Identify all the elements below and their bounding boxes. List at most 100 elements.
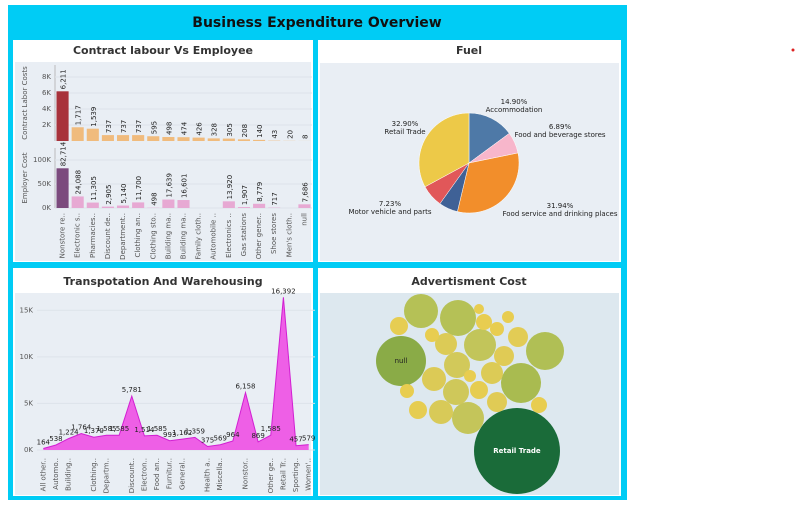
y-tick-label: 50K: [38, 180, 52, 188]
value-label: 11,700: [135, 176, 143, 201]
value-label: 538: [49, 435, 62, 443]
value-label: 579: [302, 435, 315, 443]
value-label: 11,305: [90, 176, 98, 201]
value-label: 569: [214, 435, 227, 443]
bar: [253, 139, 266, 141]
bubble: [474, 408, 560, 494]
bubble: [476, 314, 492, 330]
chart-title: Transpotation And Warehousing: [63, 275, 262, 288]
value-label: 1,585: [96, 425, 116, 433]
x-tick-label: Nonstor..: [242, 458, 250, 489]
x-tick-label: Other gener..: [255, 213, 263, 259]
bubble: [422, 367, 446, 391]
pie-slice: [457, 152, 520, 214]
x-tick-label: Departm..: [103, 458, 111, 493]
bar: [132, 135, 145, 141]
bubble: [444, 352, 470, 378]
value-label: 20: [286, 130, 294, 139]
x-tick-label: Men's cloth..: [285, 213, 293, 257]
bubble: [501, 363, 541, 403]
slice-name: Motor vehicle and parts: [348, 208, 431, 216]
plot-area: [15, 293, 311, 495]
bubble: [487, 392, 507, 412]
bar: [222, 138, 235, 141]
value-label: 7,686: [301, 182, 309, 203]
line: [43, 297, 309, 449]
y-tick-label: 0K: [42, 204, 51, 212]
x-tick-label: Electron..: [140, 458, 148, 491]
x-tick-label: Women'..: [305, 458, 313, 491]
bar: [237, 139, 251, 141]
bar: [132, 202, 145, 208]
series-name: Employer Cost: [21, 152, 29, 203]
bar: [253, 203, 266, 208]
value-label: 164: [37, 438, 51, 446]
bubble: [425, 328, 439, 342]
bubble: [474, 304, 484, 314]
value-label: 8: [301, 134, 309, 138]
x-tick-label: Health a..: [204, 458, 212, 492]
value-label: 498: [165, 122, 173, 135]
y-tick-label: 0K: [24, 446, 33, 454]
bubble: [508, 327, 528, 347]
value-label: 1,585: [261, 425, 281, 433]
y-tick-label: 15K: [20, 306, 34, 314]
value-label: 2,905: [105, 185, 113, 205]
bar: [56, 91, 69, 141]
x-tick-label: Electronic s..: [74, 213, 82, 258]
value-label: 6,211: [60, 69, 68, 89]
x-tick-label: Pharmacies..: [89, 213, 97, 258]
x-tick-label: Automo..: [52, 458, 60, 490]
value-label: 16,601: [181, 174, 189, 199]
y-tick-label: 10K: [20, 353, 34, 361]
value-label: 993: [163, 431, 176, 439]
bubble: [429, 400, 453, 424]
bar: [237, 207, 251, 208]
x-tick-label: Nonstore re..: [59, 213, 67, 258]
bar: [222, 201, 235, 208]
value-label: 474: [181, 121, 189, 135]
x-tick-label: Clothing an..: [134, 213, 142, 258]
bar: [177, 137, 190, 141]
x-tick-label: Building..: [65, 458, 73, 491]
bubble-label: null: [395, 357, 408, 365]
slice-value: 32.90%: [392, 120, 419, 128]
bar: [116, 135, 130, 141]
value-label: 1,539: [90, 107, 98, 127]
x-tick-label: null: [300, 213, 308, 226]
x-tick-label: All other..: [39, 458, 47, 491]
x-tick-label: Family cloth..: [195, 213, 203, 259]
value-label: 1,359: [185, 427, 205, 435]
bubble: [390, 317, 408, 335]
value-label: 737: [135, 120, 143, 133]
slice-value: 7.23%: [379, 200, 402, 208]
bar: [147, 136, 160, 141]
value-label: 305: [226, 123, 234, 136]
marker-dot: [791, 48, 795, 52]
value-label: 1,764: [71, 424, 92, 432]
x-tick-label: Shoe stores: [270, 213, 278, 254]
bar: [162, 137, 175, 141]
x-tick-label: Furnitur..: [166, 458, 174, 489]
value-label: 869: [251, 432, 264, 440]
bubble: [531, 397, 547, 413]
x-tick-label: Automobile ..: [210, 213, 218, 260]
value-label: 6,158: [235, 383, 255, 391]
bar: [86, 202, 99, 208]
value-label: 737: [120, 120, 128, 133]
x-tick-label: Building ma..: [180, 213, 188, 259]
bar: [71, 127, 84, 141]
bubble: [409, 401, 427, 419]
bubble: [440, 300, 476, 336]
bubble: [452, 402, 484, 434]
slice-name: Food service and drinking places: [503, 210, 618, 218]
bar: [192, 137, 205, 141]
x-tick-label: Discount..: [128, 458, 136, 493]
value-label: 208: [241, 124, 249, 137]
value-label: 1,585: [109, 425, 129, 433]
area: [43, 297, 309, 450]
value-label: 717: [271, 192, 279, 205]
x-tick-label: Clothing sto..: [149, 213, 157, 259]
value-label: 82,714: [60, 141, 68, 166]
bubble: [400, 384, 414, 398]
